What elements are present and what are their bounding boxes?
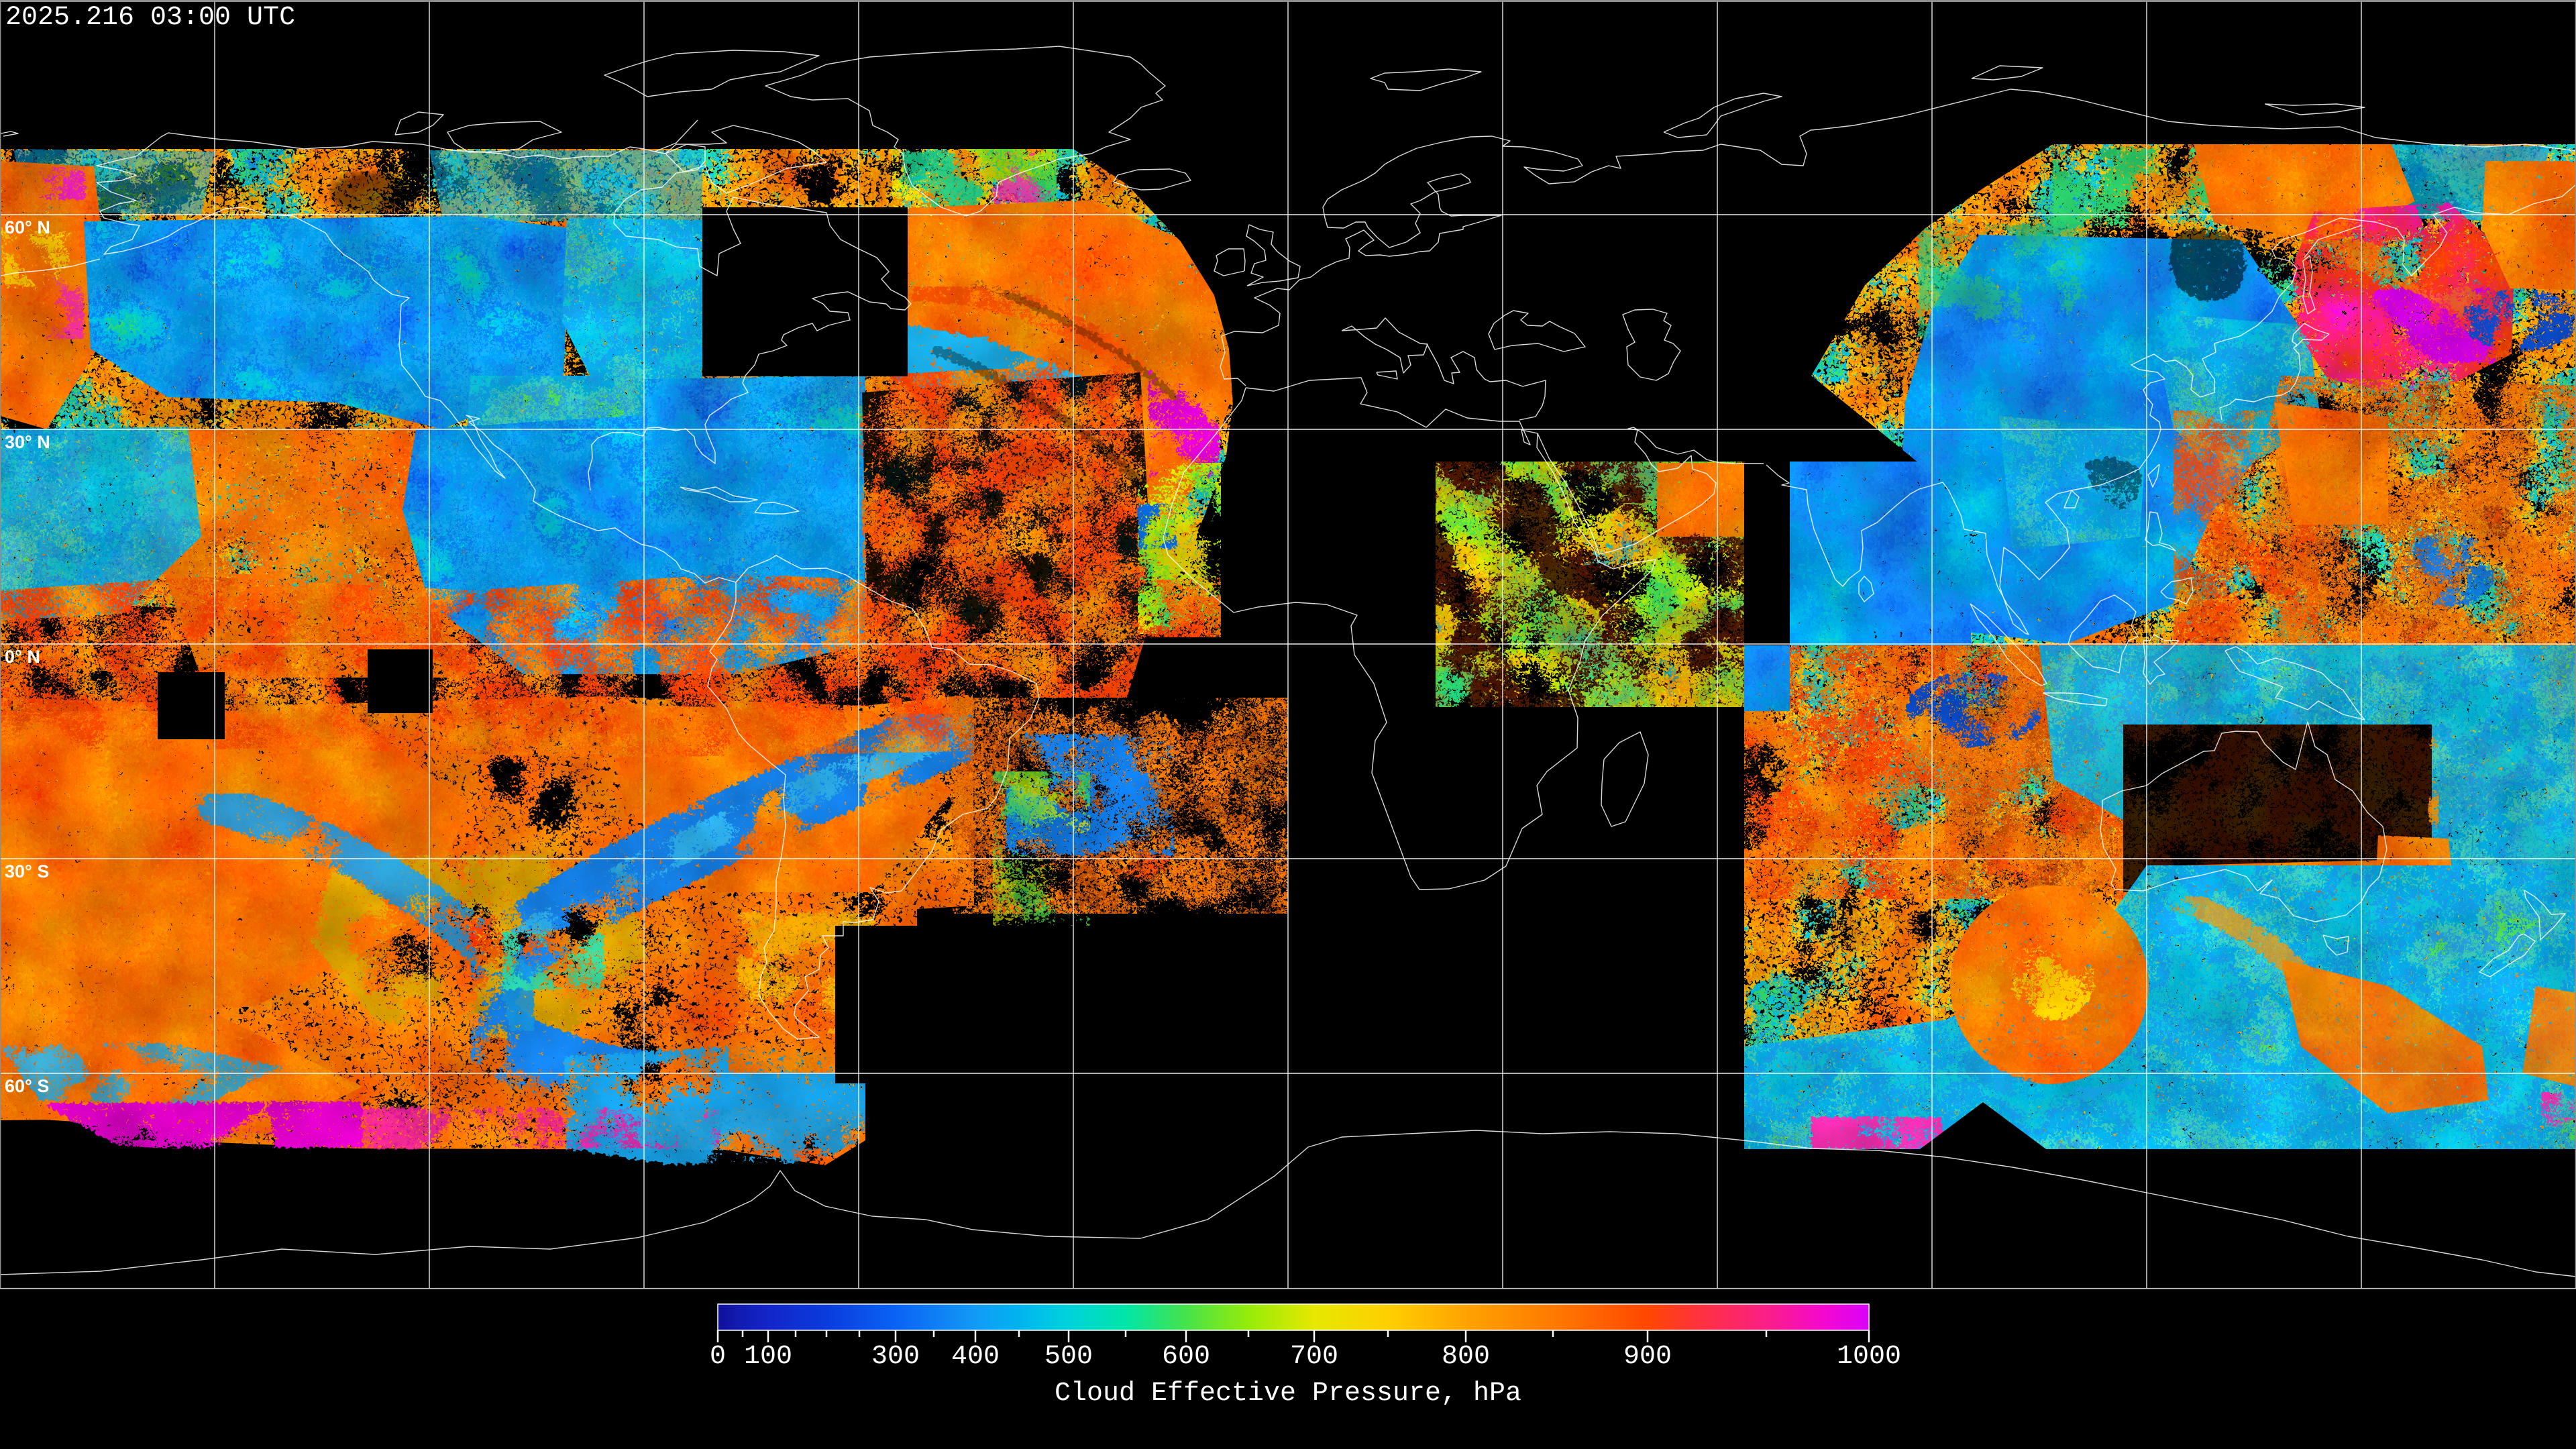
- svg-text:60° S: 60° S: [5, 1076, 49, 1096]
- svg-text:0: 0: [710, 1342, 726, 1372]
- svg-text:400: 400: [951, 1342, 1000, 1372]
- svg-text:300: 300: [871, 1342, 920, 1372]
- svg-text:900: 900: [1623, 1342, 1672, 1372]
- svg-text:800: 800: [1442, 1342, 1490, 1372]
- svg-text:Cloud Effective Pressure, hPa: Cloud Effective Pressure, hPa: [1055, 1379, 1521, 1409]
- svg-text:700: 700: [1290, 1342, 1338, 1372]
- svg-text:60° N: 60° N: [5, 217, 50, 237]
- svg-text:600: 600: [1162, 1342, 1210, 1372]
- svg-text:30° N: 30° N: [5, 432, 50, 452]
- svg-text:2025.216 03:00 UTC: 2025.216 03:00 UTC: [5, 3, 295, 33]
- svg-text:500: 500: [1044, 1342, 1093, 1372]
- svg-text:0° N: 0° N: [5, 647, 40, 667]
- svg-text:1000: 1000: [1837, 1342, 1901, 1372]
- svg-text:30° S: 30° S: [5, 861, 49, 881]
- svg-text:100: 100: [744, 1342, 792, 1372]
